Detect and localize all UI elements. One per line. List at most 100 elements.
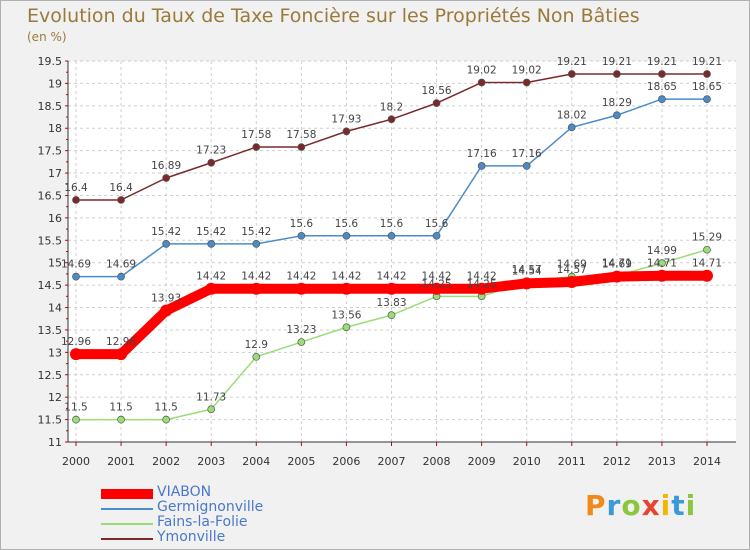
data-label: 18.65 (692, 81, 722, 93)
logo-letter: i (685, 489, 697, 522)
data-label: 18.56 (422, 85, 452, 97)
chart-legend: VIABON Germignonville Fains-la-Folie Ymonvi… (101, 484, 361, 546)
y-tick-label: 14.5 (38, 279, 63, 292)
data-label: 14.25 (467, 278, 497, 290)
data-label: 14.71 (602, 258, 632, 270)
data-label: 14.42 (422, 271, 452, 283)
data-point (117, 272, 125, 281)
data-point (567, 123, 576, 132)
data-label: 15.6 (290, 218, 314, 230)
legend-label: Fains-la-Folie (157, 514, 248, 530)
data-label: 18.65 (647, 81, 677, 93)
data-point (567, 70, 576, 78)
data-label: 17.16 (467, 148, 497, 160)
data-label: 11.73 (196, 391, 226, 403)
data-point (72, 272, 80, 281)
data-label: 16.89 (151, 160, 181, 172)
y-tick-label: 19 (48, 77, 62, 90)
data-label: 19.21 (557, 56, 587, 68)
data-point (522, 78, 531, 87)
data-label: 18.02 (557, 109, 587, 121)
legend-item: Fains-la-Folie (101, 514, 361, 531)
legend-item: Germignonville (101, 499, 361, 516)
data-label: 14.57 (512, 264, 542, 276)
x-tick-label: 2009 (468, 455, 496, 468)
y-tick-label: 18 (48, 122, 62, 135)
data-point (385, 282, 398, 295)
x-tick-label: 2011 (558, 455, 586, 468)
data-point (207, 240, 216, 248)
legend-label: Ymonville (157, 529, 226, 545)
data-point (658, 70, 666, 78)
data-point (520, 277, 533, 290)
x-tick-label: 2013 (648, 455, 676, 468)
y-tick-label: 17.5 (38, 145, 63, 158)
data-label: 14.69 (106, 259, 136, 271)
y-tick-label: 19.5 (38, 55, 63, 68)
data-label: 13.23 (286, 324, 316, 336)
data-point (432, 99, 441, 107)
data-point (703, 245, 711, 254)
data-label: 11.5 (154, 402, 177, 414)
data-label: 15.6 (335, 218, 359, 230)
chart-subtitle: (en %) (27, 30, 67, 44)
data-point (72, 196, 80, 204)
data-point (613, 70, 621, 78)
data-label: 14.42 (241, 271, 271, 283)
data-point (252, 240, 261, 248)
x-tick-label: 2012 (603, 455, 631, 468)
data-point (477, 162, 486, 170)
data-label: 16.4 (64, 182, 88, 194)
data-point (701, 269, 713, 282)
data-point (658, 95, 666, 103)
data-point (117, 196, 125, 204)
data-label: 14.42 (331, 271, 361, 283)
data-label: 14.42 (376, 271, 406, 283)
x-tick-label: 2007 (378, 455, 406, 468)
data-label: 11.5 (109, 402, 132, 414)
data-label: 13.83 (376, 297, 406, 309)
legend-swatch (101, 489, 153, 499)
legend-swatch (101, 508, 153, 510)
data-point (342, 323, 351, 332)
data-label: 14.57 (557, 264, 587, 276)
y-tick-label: 11 (48, 436, 62, 449)
y-tick-label: 13 (48, 346, 62, 359)
x-tick-label: 2008 (423, 455, 451, 468)
data-point (655, 269, 668, 282)
data-label: 18.29 (602, 97, 632, 109)
logo-letter: P (585, 489, 607, 522)
data-label: 17.58 (286, 129, 316, 141)
legend-item: Ymonville (101, 529, 361, 546)
data-label: 17.93 (331, 113, 361, 125)
legend-label: VIABON (157, 484, 212, 500)
data-label: 15.42 (241, 226, 271, 238)
data-label: 12.96 (106, 336, 136, 348)
data-label: 13.56 (331, 309, 361, 321)
data-label: 19.21 (692, 56, 722, 68)
y-tick-label: 16.5 (38, 189, 63, 202)
legend-swatch (101, 523, 153, 525)
data-point (162, 240, 170, 248)
data-label: 11.5 (64, 402, 87, 414)
data-point (295, 282, 308, 295)
legend-swatch (101, 538, 153, 540)
data-label: 12.9 (245, 339, 268, 351)
data-point (522, 162, 531, 170)
y-tick-label: 12.5 (38, 369, 63, 382)
data-point (703, 70, 711, 78)
data-label: 17.16 (512, 148, 542, 160)
logo-letter: t (671, 489, 686, 522)
x-tick-label: 2005 (287, 455, 315, 468)
data-label: 14.42 (467, 271, 497, 283)
data-point (432, 231, 441, 240)
data-point (297, 143, 306, 151)
data-point (250, 282, 263, 295)
data-label: 19.21 (602, 56, 632, 68)
data-label: 14.42 (286, 271, 316, 283)
x-tick-label: 2004 (242, 455, 270, 468)
data-label: 19.02 (512, 65, 542, 77)
data-label: 15.42 (196, 226, 226, 238)
